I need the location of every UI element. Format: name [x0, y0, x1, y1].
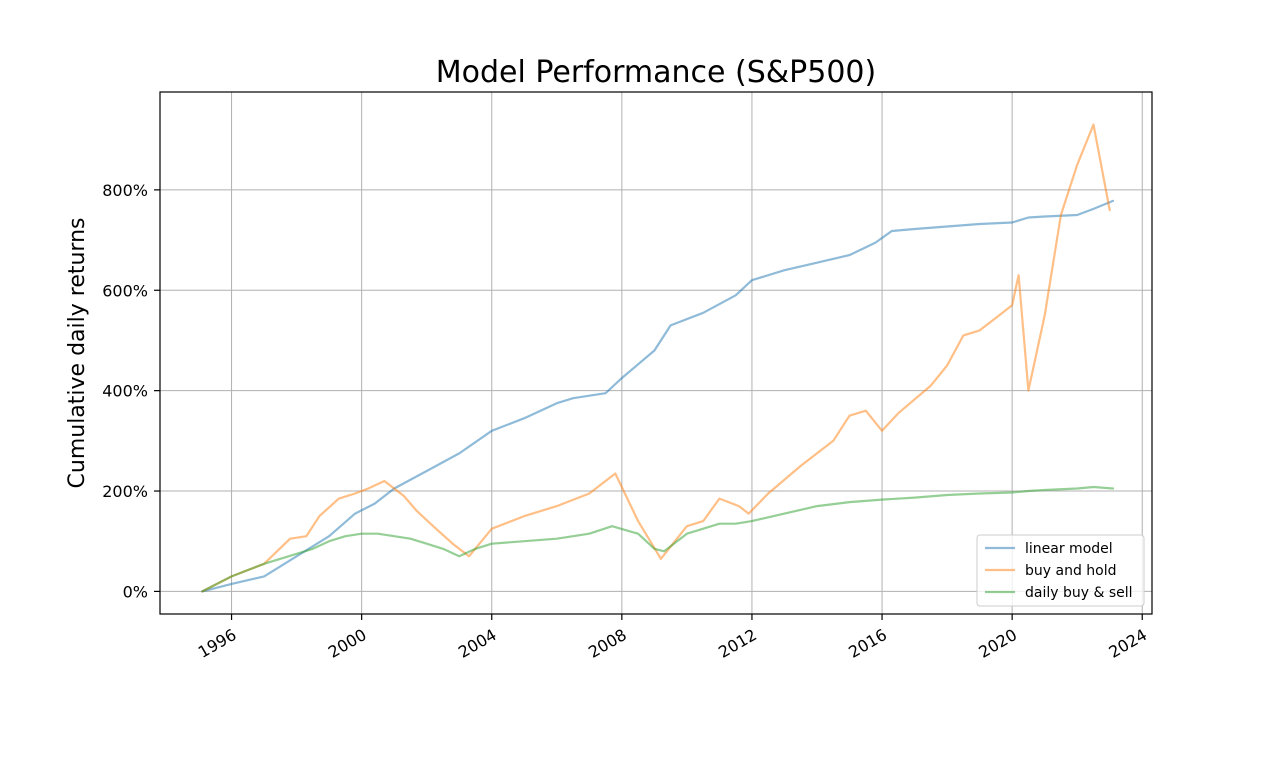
- y-tick-label: 200%: [102, 482, 148, 501]
- series-line-linear-model: [201, 199, 1115, 593]
- series-line-daily-buy-sell: [201, 485, 1115, 593]
- chart-title: Model Performance (S&P500): [436, 55, 876, 90]
- x-tick-label: 1996: [195, 625, 240, 662]
- grid-layer: [160, 92, 1152, 614]
- x-tick-label: 2000: [325, 625, 370, 662]
- legend: linear model buy and hold daily buy & sell: [976, 534, 1145, 607]
- y-tick-label: 400%: [102, 382, 148, 401]
- legend-entry-label: daily buy & sell: [1025, 585, 1133, 601]
- legend-entry-label: buy and hold: [1025, 563, 1117, 579]
- y-tick-label: 600%: [102, 281, 148, 300]
- x-tick-label: 2004: [455, 625, 500, 662]
- legend-box: [976, 534, 1145, 607]
- x-tick-label: 2008: [585, 625, 630, 662]
- series-line-buy-and-hold: [201, 123, 1111, 593]
- series-layer: [201, 123, 1115, 593]
- x-tick-label: 2012: [715, 625, 760, 662]
- x-tick-label: 2020: [975, 625, 1020, 662]
- y-tick-label: 0%: [123, 582, 148, 601]
- plot-area-frame: [159, 91, 1153, 615]
- legend-entry-label: linear model: [1025, 541, 1113, 557]
- x-tick-label: 2016: [845, 625, 890, 662]
- x-tick-label: 2024: [1105, 625, 1150, 662]
- y-tick-label: 800%: [102, 181, 148, 200]
- y-axis-label: Cumulative daily returns: [65, 218, 90, 489]
